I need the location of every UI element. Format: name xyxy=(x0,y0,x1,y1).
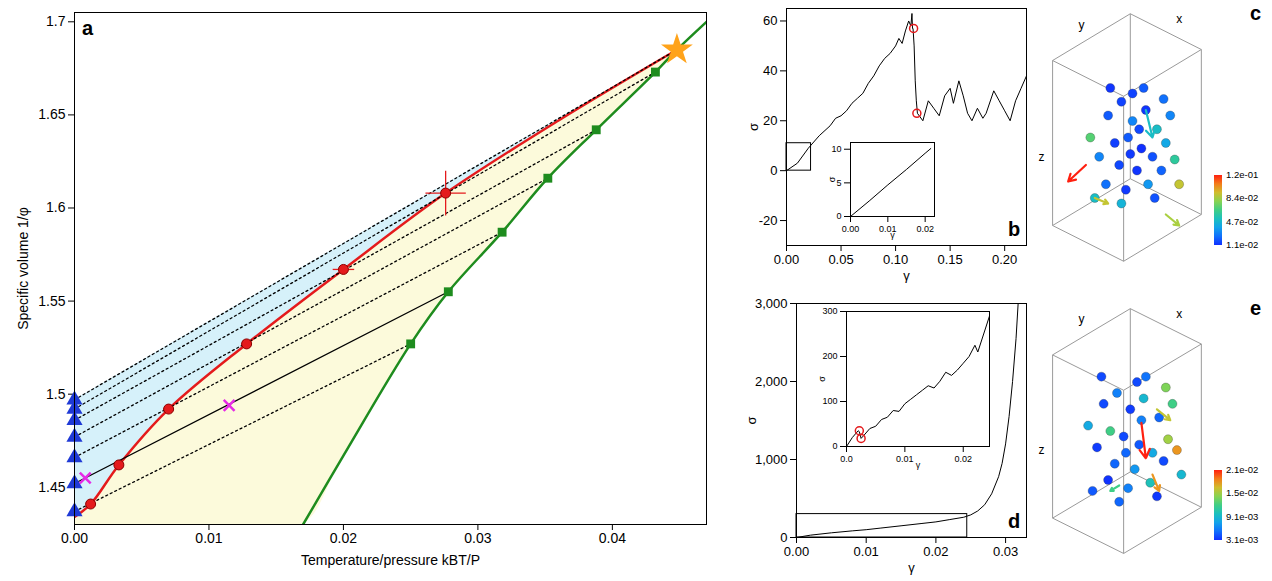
svg-text:0.02: 0.02 xyxy=(954,454,972,464)
svg-text:Specific volume 1/φ: Specific volume 1/φ xyxy=(15,207,31,330)
html-text:1.5e-02: 1.5e-02 xyxy=(1226,487,1259,499)
svg-text:1.7: 1.7 xyxy=(46,13,66,29)
html-text:b: b xyxy=(1008,218,1021,240)
svg-text:y: y xyxy=(1078,18,1084,32)
svg-text:0: 0 xyxy=(770,163,777,178)
svg-text:0.20: 0.20 xyxy=(992,252,1017,267)
html-text:c: c xyxy=(1250,2,1262,24)
html-text:1.2e-01: 1.2e-01 xyxy=(1226,169,1259,180)
svg-text:0.03: 0.03 xyxy=(993,544,1018,559)
svg-text:y: y xyxy=(1078,312,1084,326)
svg-text:Temperature/pressure kBT/P: Temperature/pressure kBT/P xyxy=(301,552,480,568)
svg-text:200: 200 xyxy=(822,351,837,361)
svg-text:0: 0 xyxy=(780,530,787,545)
svg-text:z: z xyxy=(1039,443,1045,457)
svg-text:x: x xyxy=(1176,307,1182,321)
svg-text:σ: σ xyxy=(744,416,759,424)
svg-text:5: 5 xyxy=(836,178,841,188)
svg-text:σ: σ xyxy=(827,176,837,182)
svg-text:0.0: 0.0 xyxy=(840,454,853,464)
svg-text:1.45: 1.45 xyxy=(38,479,65,495)
svg-text:0: 0 xyxy=(832,441,837,451)
svg-text:0.01: 0.01 xyxy=(195,530,222,546)
svg-text:100: 100 xyxy=(822,396,837,406)
svg-text:0.10: 0.10 xyxy=(883,252,908,267)
svg-text:γ: γ xyxy=(916,460,921,470)
html-text:2.1e-02: 2.1e-02 xyxy=(1226,464,1259,475)
svg-text:0.00: 0.00 xyxy=(784,544,809,559)
svg-text:0.00: 0.00 xyxy=(774,252,799,267)
html-text:d: d xyxy=(1008,510,1021,532)
svg-text:σ: σ xyxy=(746,123,761,131)
svg-text:300: 300 xyxy=(822,306,837,316)
svg-text:σ: σ xyxy=(817,376,827,382)
svg-text:0: 0 xyxy=(836,211,841,221)
svg-text:x: x xyxy=(1176,12,1182,26)
html-text:a: a xyxy=(82,17,94,39)
svg-text:3,000: 3,000 xyxy=(755,296,788,311)
html-text:1.1e-02: 1.1e-02 xyxy=(1226,239,1259,250)
html-text:4.7e-02: 4.7e-02 xyxy=(1226,215,1259,227)
svg-text:0.00: 0.00 xyxy=(61,530,88,546)
svg-text:1,000: 1,000 xyxy=(755,452,788,467)
svg-text:1.5: 1.5 xyxy=(46,386,66,402)
svg-text:1.6: 1.6 xyxy=(46,199,66,215)
svg-text:0.03: 0.03 xyxy=(464,530,491,546)
svg-text:0.01: 0.01 xyxy=(879,223,897,234)
svg-text:10: 10 xyxy=(831,144,841,154)
svg-text:-20: -20 xyxy=(759,213,778,228)
svg-text:20: 20 xyxy=(763,113,777,128)
html-text:e: e xyxy=(1250,297,1262,319)
svg-text:γ: γ xyxy=(903,268,910,283)
svg-text:0.02: 0.02 xyxy=(330,530,357,546)
svg-text:z: z xyxy=(1039,150,1045,164)
svg-text:0.01: 0.01 xyxy=(854,544,879,559)
svg-text:2,000: 2,000 xyxy=(755,374,788,389)
svg-text:0.02: 0.02 xyxy=(916,224,934,234)
svg-text:0.01: 0.01 xyxy=(896,454,914,464)
svg-text:γ: γ xyxy=(890,230,895,240)
svg-text:1.55: 1.55 xyxy=(38,293,65,309)
svg-text:0.05: 0.05 xyxy=(828,252,853,267)
svg-text:0.04: 0.04 xyxy=(599,530,626,546)
svg-text:0.15: 0.15 xyxy=(937,252,962,267)
html-text:8.4e-02: 8.4e-02 xyxy=(1226,192,1259,204)
svg-text:60: 60 xyxy=(763,13,777,28)
svg-text:γ: γ xyxy=(908,560,915,575)
svg-text:0.00: 0.00 xyxy=(842,224,860,234)
svg-text:40: 40 xyxy=(763,63,777,78)
html-text:9.1e-03: 9.1e-03 xyxy=(1226,510,1259,522)
svg-text:1.65: 1.65 xyxy=(38,106,65,122)
html-text:3.1e-03: 3.1e-03 xyxy=(1226,534,1259,545)
svg-text:0.02: 0.02 xyxy=(923,544,948,559)
